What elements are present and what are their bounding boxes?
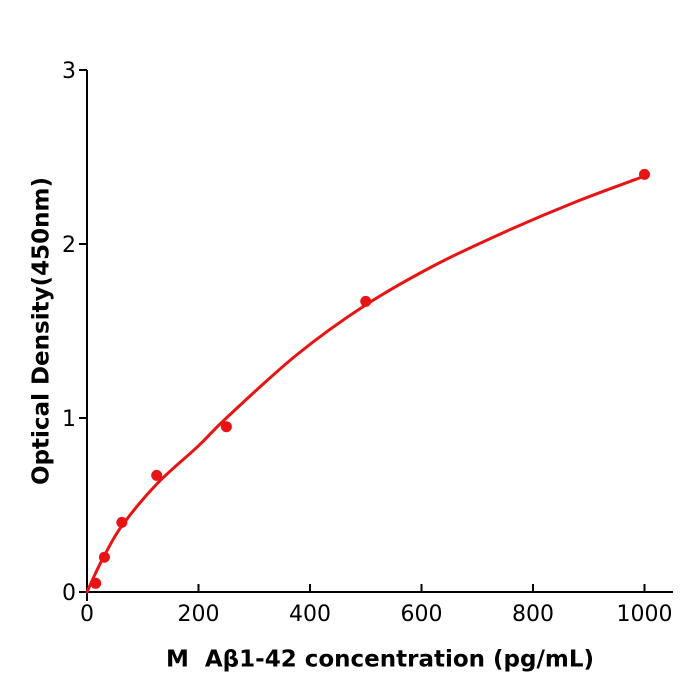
- x-tick-label: 800: [512, 602, 554, 627]
- x-tick-label: 0: [80, 602, 94, 627]
- y-tick-label: 0: [62, 581, 76, 606]
- y-tick-label: 1: [62, 407, 76, 432]
- x-tick-label: 400: [289, 602, 331, 627]
- data-point: [98, 551, 110, 563]
- data-point: [639, 168, 650, 180]
- data-point: [90, 577, 102, 589]
- data-point: [360, 295, 372, 307]
- y-tick-label: 3: [62, 59, 76, 84]
- data-point: [116, 516, 128, 528]
- fit-curve-path: [85, 174, 646, 594]
- x-tick-label: 1000: [617, 602, 673, 627]
- data-point: [151, 469, 163, 481]
- y-axis-title: Optical Density(450nm): [28, 177, 55, 485]
- x-axis-title: M Aβ1-42 concentration (pg/mL): [165, 646, 595, 673]
- x-tick-label: 600: [401, 602, 443, 627]
- y-tick-label: 2: [62, 233, 76, 258]
- data-point: [220, 421, 232, 433]
- x-tick-label: 200: [178, 602, 220, 627]
